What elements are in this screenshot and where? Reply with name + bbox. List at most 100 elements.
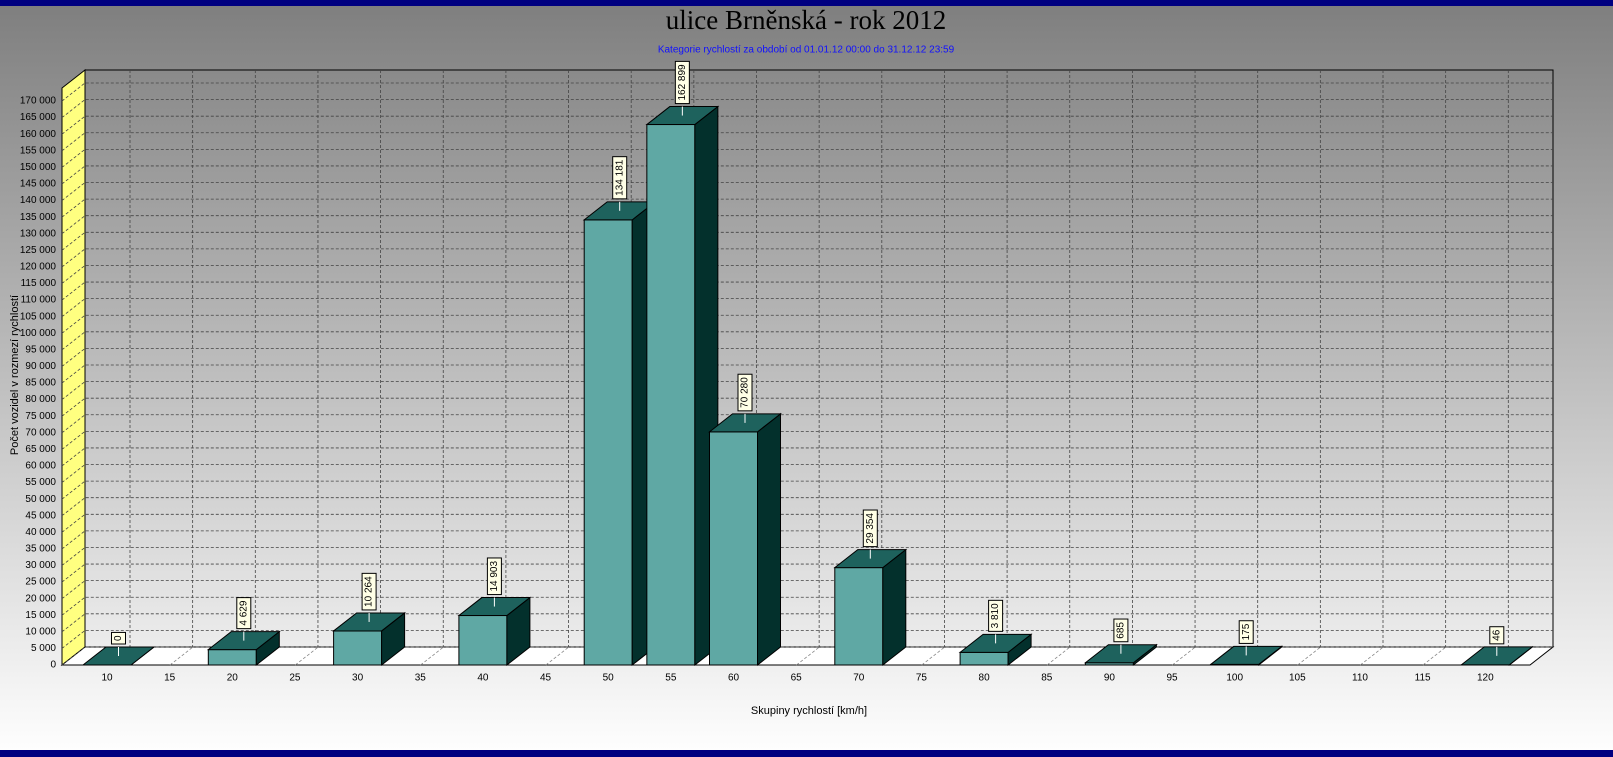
value-label-text: 4 629 xyxy=(238,600,249,625)
bar-side xyxy=(757,412,781,667)
x-tick-label: 100 xyxy=(1226,673,1243,684)
y-tick-label: 45 000 xyxy=(25,510,56,521)
grid-line xyxy=(61,613,1553,633)
value-label-text: 10 264 xyxy=(364,576,375,607)
value-label-box xyxy=(486,557,502,596)
y-tick-label: 50 000 xyxy=(25,494,56,505)
x-tick-label: 20 xyxy=(227,673,239,684)
value-label-box xyxy=(862,509,878,548)
x-tick-label: 45 xyxy=(540,673,552,684)
x-tick-label: 75 xyxy=(916,673,928,684)
value-label-box xyxy=(361,572,377,611)
value-label: 29 354 xyxy=(862,509,878,548)
y-tick-label: 125 000 xyxy=(20,245,57,256)
grid-line xyxy=(61,630,1553,649)
x-tick-label: 25 xyxy=(289,673,301,684)
top-bar xyxy=(0,0,1613,6)
x-tick-label: 120 xyxy=(1477,673,1494,684)
x-tick-label: 115 xyxy=(1415,673,1431,684)
y-tick-label: 160 000 xyxy=(20,129,57,140)
chart-title: ulice Brněnská - rok 2012 xyxy=(666,5,946,35)
x-tick-label: 105 xyxy=(1289,673,1306,684)
value-label-box xyxy=(988,599,1004,632)
y-tick-label: 120 000 xyxy=(20,262,57,273)
grid-line xyxy=(61,414,1553,434)
y-tick-label: 60 000 xyxy=(25,461,56,472)
bar xyxy=(959,651,1009,666)
bar-group: 0 xyxy=(81,631,156,666)
x-tick-label: 40 xyxy=(477,673,489,684)
y-tick-label: 10 000 xyxy=(25,626,56,637)
bar-group: 685 xyxy=(1083,618,1158,667)
bar xyxy=(583,219,633,666)
grid-line xyxy=(61,298,1553,317)
y-tick-label: 40 000 xyxy=(25,527,56,538)
grid-line xyxy=(61,165,1553,185)
bar-group: 46 xyxy=(1459,626,1534,667)
grid-line xyxy=(61,348,1553,367)
x-tick-label: 85 xyxy=(1041,673,1053,684)
bar-group: 3 810 xyxy=(958,599,1033,667)
value-label: 134 181 xyxy=(612,156,628,200)
grid-line xyxy=(61,132,1553,152)
grid-line xyxy=(61,82,1553,102)
grid-line xyxy=(61,182,1553,201)
x-tick-label: 95 xyxy=(1166,673,1178,684)
bar-group: 134 181 xyxy=(582,156,657,667)
value-label-box xyxy=(1238,620,1254,644)
grid-line xyxy=(61,580,1553,599)
bar xyxy=(333,630,383,666)
value-label-box xyxy=(737,373,753,412)
grid-line xyxy=(61,265,1553,284)
bar xyxy=(646,124,696,666)
y-tick-label: 115 000 xyxy=(21,278,57,289)
grid-line xyxy=(61,364,1553,384)
value-label-text: 46 xyxy=(1491,629,1502,641)
y-tick-label: 5 000 xyxy=(31,643,56,654)
value-label: 685 xyxy=(1113,618,1129,643)
value-label-text: 29 354 xyxy=(865,513,876,544)
x-tick-label: 10 xyxy=(101,673,113,684)
value-label-text: 70 280 xyxy=(740,377,751,408)
value-label-box xyxy=(111,631,126,645)
grid-line xyxy=(61,99,1553,118)
bars: 0 4 629 10 264 14 903 134 181 162 899 70 280 29… xyxy=(81,60,1534,667)
x-tick-label: 90 xyxy=(1104,673,1116,684)
value-label: 70 280 xyxy=(737,373,753,412)
value-label: 10 264 xyxy=(361,572,377,611)
grid-line xyxy=(61,447,1553,467)
y-tick-label: 30 000 xyxy=(25,560,56,571)
y-tick-label: 85 000 xyxy=(25,378,56,389)
x-tick-label: 15 xyxy=(164,673,176,684)
value-label: 4 629 xyxy=(236,597,252,630)
value-label-text: 685 xyxy=(1116,622,1127,639)
grid-line xyxy=(61,281,1553,301)
bar-side xyxy=(882,548,907,667)
bar-group: 175 xyxy=(1209,620,1284,667)
bar xyxy=(458,615,508,666)
x-axis-title: Skupiny rychlostí [km/h] xyxy=(751,705,867,717)
y-tick-label: 65 000 xyxy=(25,444,56,455)
value-label: 14 903 xyxy=(486,557,502,596)
y-tick-label: 100 000 xyxy=(20,328,57,339)
y-tick-label: 35 000 xyxy=(25,544,56,555)
grid-line xyxy=(61,115,1553,135)
bar-group: 4 629 xyxy=(206,597,281,667)
bar-group: 10 264 xyxy=(332,572,407,667)
x-tick-label: 60 xyxy=(728,673,740,684)
y-tick-label: 15 000 xyxy=(25,610,56,621)
y-tick-label: 135 000 xyxy=(20,212,57,223)
y-tick-label: 150 000 xyxy=(20,162,57,173)
grid-line xyxy=(61,497,1553,517)
bar-group: 29 354 xyxy=(833,509,908,667)
value-label-box xyxy=(236,597,252,630)
x-tick-label: 55 xyxy=(665,673,677,684)
grid-line xyxy=(61,215,1553,235)
bottom-bar xyxy=(0,750,1613,757)
y-tick-label: 0 xyxy=(50,660,56,671)
x-tick-label: 30 xyxy=(352,673,364,684)
bar-group: 70 280 xyxy=(708,373,782,667)
value-label-box xyxy=(674,60,690,105)
bar xyxy=(207,649,257,666)
